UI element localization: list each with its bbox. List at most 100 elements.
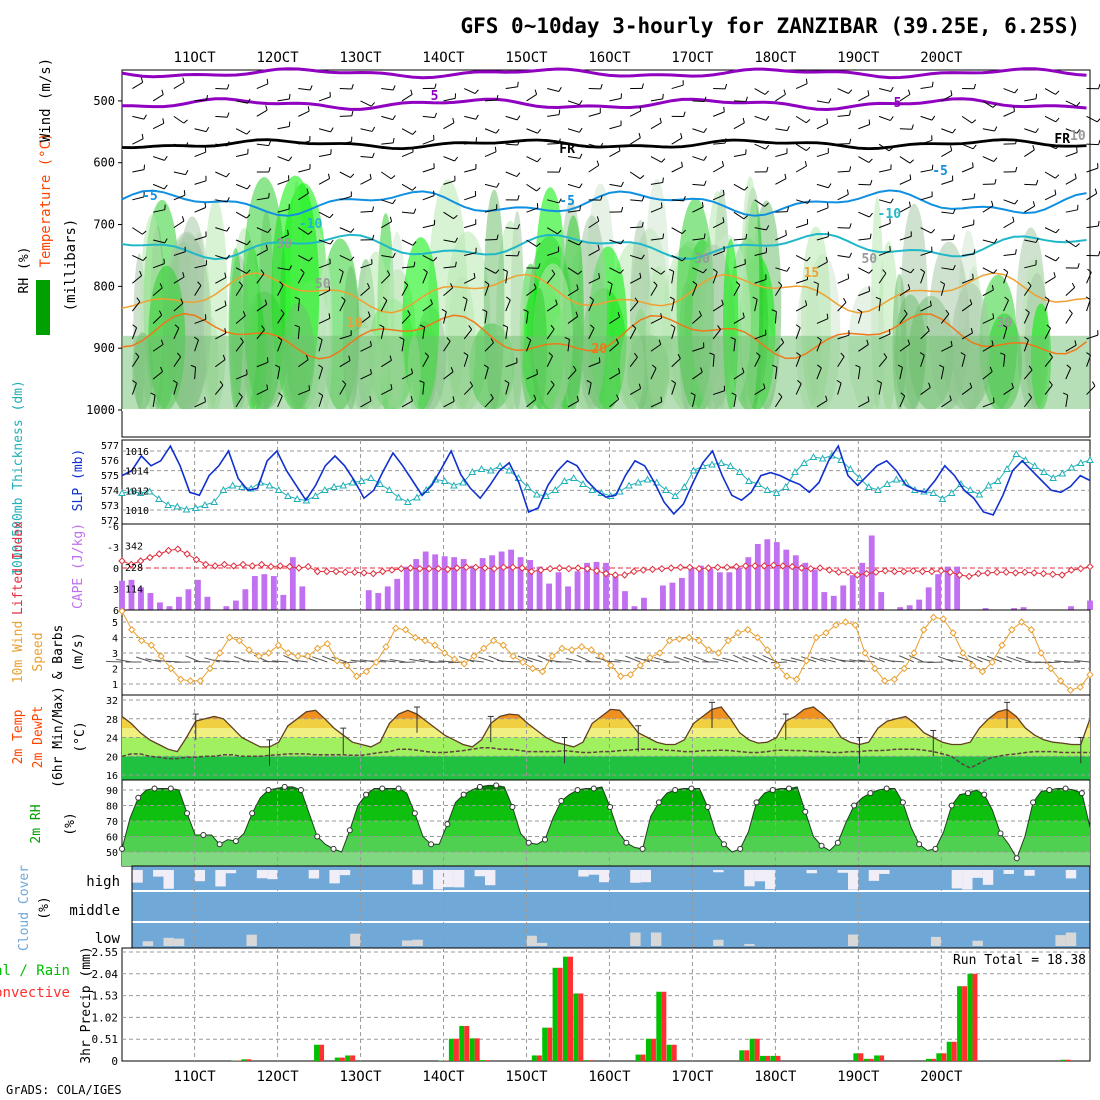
wind-barb: [785, 230, 787, 236]
wind-speed-point: [176, 675, 185, 684]
wind-barb: [807, 198, 811, 204]
thickness-point: [781, 482, 790, 490]
wind-barb: [1074, 173, 1077, 179]
wind-barb: [424, 352, 429, 357]
wind-barb: [609, 398, 619, 408]
wind-barb: [671, 271, 675, 284]
wind-barb: [318, 128, 331, 133]
wind-barb: [546, 384, 555, 395]
wind-barb: [235, 183, 248, 190]
thickness-tick-label: 573: [101, 501, 119, 512]
wind-barb: [816, 207, 829, 213]
wind-barb: [215, 115, 228, 118]
wind-barb: [496, 94, 499, 101]
thickness-point: [238, 482, 246, 490]
wind-barb: [463, 355, 469, 367]
wind-barb: [1011, 382, 1014, 388]
wind-speed-point: [812, 633, 820, 642]
wind-barb: [235, 267, 247, 274]
wind-barb: [1015, 249, 1017, 255]
contour-label: 10: [347, 316, 363, 331]
wind-barb: [132, 255, 144, 262]
rh-point: [265, 787, 272, 793]
wind-barb: [947, 659, 963, 663]
thickness-point: [284, 491, 292, 499]
wind-speed-point: [861, 649, 869, 657]
thickness-point: [394, 493, 403, 501]
wind-barb: [1023, 339, 1029, 352]
low-cloud-gap: [972, 940, 983, 946]
wind-barb: [464, 195, 476, 201]
temp-tick-label: 32: [106, 696, 118, 707]
wind-barb: [558, 109, 561, 115]
lifted-point: [602, 569, 610, 578]
rh-point: [428, 841, 435, 848]
wind-barb: [467, 659, 484, 663]
wind-barb: [609, 125, 622, 130]
wind-barb: [475, 114, 479, 120]
thickness-point: [1076, 458, 1085, 466]
wind-barb: [659, 117, 662, 123]
wind-barb: [516, 115, 521, 121]
wind-barb: [650, 267, 662, 275]
wind-speed-point: [685, 633, 693, 642]
rh-point: [558, 797, 565, 804]
wind-barb: [765, 225, 770, 231]
wind-barb: [754, 88, 766, 95]
wind-barb: [484, 128, 497, 134]
wind-barb: [1023, 369, 1033, 380]
wind-barb: [173, 220, 185, 229]
wind-speed-point: [538, 667, 547, 676]
wind-barb: [318, 392, 323, 396]
wind-barb: [1035, 128, 1039, 133]
wind-barb: [920, 305, 932, 312]
wind-barb: [1053, 272, 1056, 278]
wind-barb: [318, 239, 331, 245]
wind-barb: [526, 336, 532, 341]
wind-barb: [132, 196, 145, 201]
wind-barb: [1065, 100, 1077, 107]
cape-bar: [764, 539, 771, 610]
wind-barb: [194, 99, 207, 102]
wind-barb: [1066, 364, 1071, 369]
wind-barb: [717, 325, 721, 330]
wind-barb: [339, 271, 344, 284]
wind-barb: [900, 392, 906, 397]
high-cloud-gap: [640, 870, 651, 883]
wind-barb: [1092, 381, 1096, 387]
cape-bar: [280, 594, 287, 610]
wind-barb: [318, 395, 324, 408]
wind-barb: [920, 251, 933, 256]
high-cloud-gap: [879, 870, 890, 874]
wind-barb: [534, 89, 538, 95]
wind-barb: [502, 268, 508, 272]
wind-barb: [381, 171, 392, 180]
wind-barb: [969, 299, 973, 305]
wind-barb: [298, 88, 311, 91]
wind-barb: [309, 85, 313, 91]
wind-axis-label: (m/s): [71, 632, 86, 671]
wind-barb: [692, 347, 704, 352]
wind-barb: [443, 122, 455, 130]
high-cloud-gap: [329, 870, 340, 884]
isotherm-line: [121, 312, 1087, 360]
low-cloud-gap: [1065, 932, 1077, 946]
precip-conv-bar: [350, 1055, 356, 1061]
wind-barb: [692, 100, 705, 102]
rh-point: [1013, 855, 1020, 862]
wind-barb: [772, 364, 778, 368]
wind-speed-point: [998, 641, 1006, 649]
wind-barb: [660, 202, 663, 208]
wind-barb: [733, 183, 745, 191]
thickness-point: [680, 482, 689, 490]
wind-barb: [338, 268, 344, 273]
wind-barb: [392, 252, 396, 258]
wind-speed-point: [264, 649, 273, 657]
rh-point: [509, 804, 516, 811]
wind-barb: [537, 128, 542, 134]
rh-point: [476, 783, 483, 790]
wind-barb: [240, 337, 244, 343]
wind-barb: [742, 656, 758, 663]
dewpoint-line: [121, 747, 1090, 769]
